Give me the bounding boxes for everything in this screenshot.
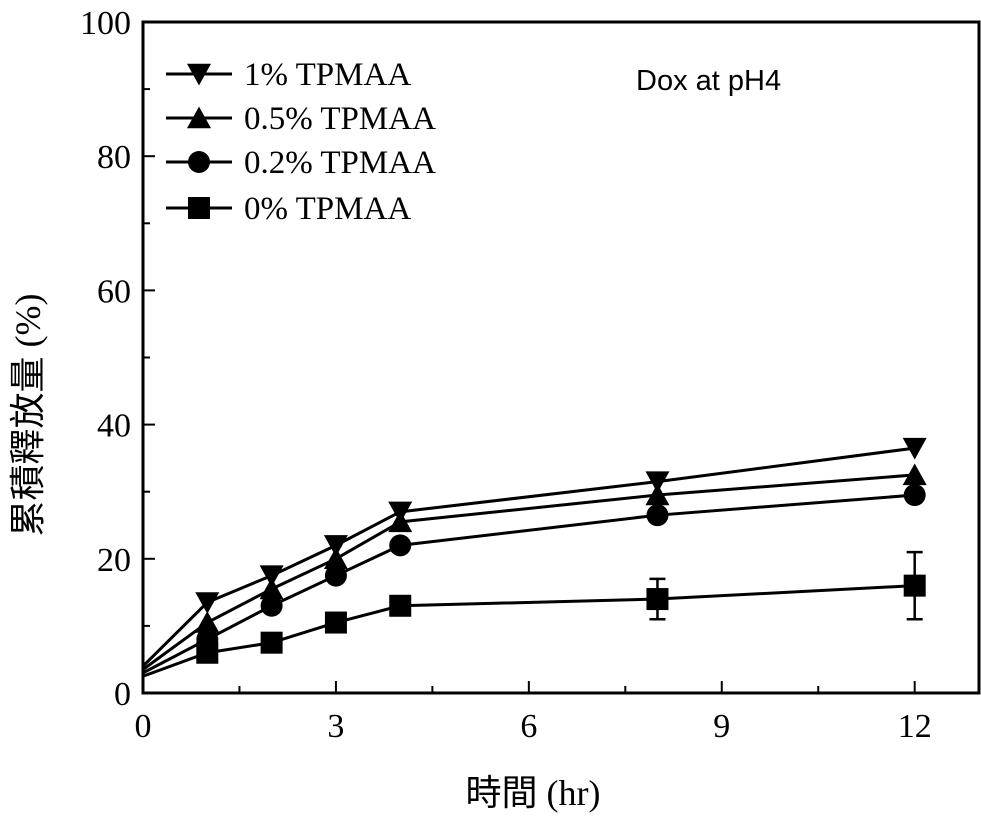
y-tick-label: 0 — [114, 676, 131, 713]
x-tick-label: 9 — [713, 708, 730, 745]
series-line — [143, 448, 915, 666]
x-tick-label: 12 — [898, 708, 932, 745]
legend-label: 0.5% TPMAA — [244, 101, 436, 137]
x-axis: 0 3 6 9 12 — [135, 681, 932, 745]
legend-marker — [188, 197, 210, 219]
legend-label: 1% TPMAA — [244, 57, 411, 93]
data-point — [904, 575, 926, 597]
y-tick-label: 60 — [97, 273, 131, 310]
legend-label: 0.2% TPMAA — [244, 145, 436, 181]
series-line — [143, 586, 915, 677]
legend-item-2: 0.2% TPMAA — [166, 145, 436, 181]
y-tick-label: 20 — [97, 542, 131, 579]
legend-label: 0% TPMAA — [244, 191, 411, 227]
data-point — [646, 588, 668, 610]
data-point — [325, 565, 347, 587]
data-point — [196, 642, 218, 664]
x-tick-label: 6 — [520, 708, 537, 745]
data-point — [389, 534, 411, 556]
data-point — [325, 612, 347, 634]
series-layer — [143, 438, 927, 676]
x-tick-label: 3 — [327, 708, 344, 745]
x-axis-title: 時間 (hr) — [466, 773, 601, 813]
y-tick-label: 40 — [97, 408, 131, 445]
data-point — [646, 504, 668, 526]
y-tick-label: 80 — [97, 139, 131, 176]
series-0 — [143, 438, 927, 666]
y-tick-label: 100 — [80, 5, 131, 42]
legend-item-3: 0% TPMAA — [166, 191, 411, 227]
legend-item-0: 1% TPMAA — [166, 57, 411, 93]
annotation-label: Dox at pH4 — [636, 65, 781, 97]
y-axis-title: 累積釋放量 (%) — [8, 294, 48, 537]
x-tick-label: 0 — [135, 708, 152, 745]
series-3 — [143, 552, 926, 676]
data-point — [389, 595, 411, 617]
legend-marker — [188, 151, 210, 173]
legend: 1% TPMAA 0.5% TPMAA 0.2% TPMAA 0% TPMAA — [166, 57, 436, 227]
data-point — [261, 632, 283, 654]
legend-item-1: 0.5% TPMAA — [166, 101, 436, 137]
data-point — [261, 595, 283, 617]
data-point — [904, 484, 926, 506]
